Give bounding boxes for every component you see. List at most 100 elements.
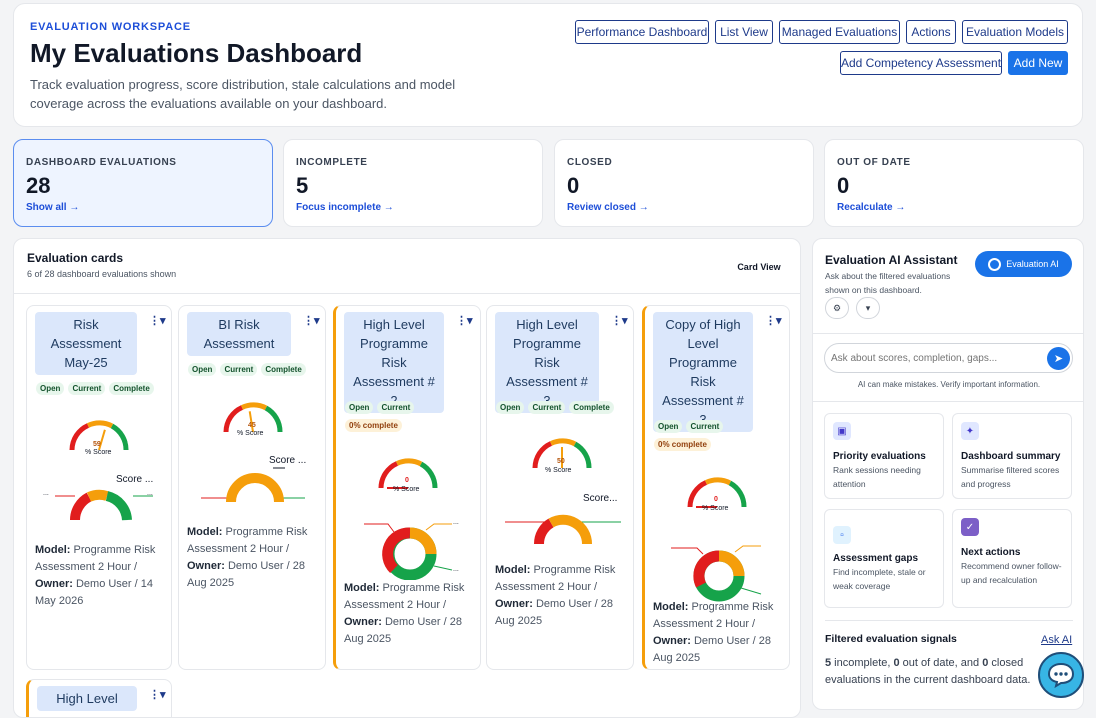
status-badge: Open	[345, 401, 373, 414]
score-value: 0	[714, 496, 718, 503]
panel-subtitle: 6 of 28 dashboard evaluations shown	[27, 269, 176, 279]
card-menu-icon[interactable]: ⋮▾	[149, 314, 166, 327]
priority-evaluations-tile[interactable]: ▣ Priority evaluations Rank sessions nee…	[824, 413, 944, 499]
card-menu-icon[interactable]: ⋮▾	[456, 314, 473, 327]
status-badge: Complete	[261, 363, 305, 376]
focus-incomplete-link[interactable]: Focus incomplete →	[296, 202, 394, 213]
completion-badge: 0% complete	[654, 438, 711, 451]
status-badge: Current	[686, 420, 723, 433]
score-value: 59	[93, 441, 101, 448]
ai-question-input[interactable]	[824, 343, 1073, 373]
evaluation-cards-panel: Evaluation cards 6 of 28 dashboard evalu…	[13, 238, 801, 718]
score-donut	[197, 464, 309, 504]
evaluation-card[interactable]: High Level Programme Risk Assessment # 3…	[486, 305, 634, 670]
tile-description: Find incomplete, stale or weak coverage	[833, 566, 941, 593]
status-badge: Open	[36, 382, 64, 395]
completion-badge: 0% complete	[345, 419, 402, 432]
score-donut	[657, 542, 781, 604]
card-menu-icon[interactable]: ⋮▾	[765, 314, 782, 327]
card-title[interactable]: High Level	[37, 686, 137, 711]
page-title: My Evaluations Dashboard	[30, 38, 362, 69]
assessment-gaps-tile[interactable]: ▫ Assessment gaps Find incomplete, stale…	[824, 509, 944, 608]
tile-description: Rank sessions needing attention	[833, 464, 941, 491]
status-badge: Open	[188, 363, 216, 376]
actions-button[interactable]: Actions	[906, 20, 956, 44]
score-donut	[503, 502, 623, 546]
card-progress-badges: 0% complete	[654, 438, 711, 451]
ai-subtitle: Ask about the filtered evaluations shown…	[825, 269, 975, 297]
add-competency-button[interactable]: Add Competency Assessment	[840, 51, 1002, 75]
divider	[825, 620, 1073, 621]
card-title[interactable]: High Level Programme Risk Assessment # 2	[344, 312, 444, 413]
square-icon: ▫	[833, 526, 851, 544]
dashboard-summary-tile[interactable]: ✦ Dashboard summary Summarise filtered s…	[952, 413, 1072, 499]
stat-dashboard-evaluations[interactable]: DASHBOARD EVALUATIONS 28 Show all →	[13, 139, 273, 227]
card-badges: Open Current Complete	[36, 382, 154, 395]
eyebrow: EVALUATION WORKSPACE	[30, 21, 191, 33]
stat-label: DASHBOARD EVALUATIONS	[26, 157, 177, 168]
tile-title: Assessment gaps	[833, 553, 918, 564]
show-all-link[interactable]: Show all →	[26, 202, 79, 213]
status-badge: Open	[496, 401, 524, 414]
card-title[interactable]: High Level Programme Risk Assessment # 3	[495, 312, 599, 413]
card-menu-icon[interactable]: ⋮▾	[149, 688, 166, 701]
managed-evaluations-button[interactable]: Managed Evaluations	[779, 20, 900, 44]
stat-label: CLOSED	[567, 157, 612, 168]
card-badges: Open Current	[345, 401, 414, 414]
ask-ai-link[interactable]: Ask AI	[1041, 634, 1072, 646]
stat-label: INCOMPLETE	[296, 157, 368, 168]
status-badge: Complete	[109, 382, 153, 395]
stat-incomplete[interactable]: INCOMPLETE 5 Focus incomplete →	[283, 139, 543, 227]
stat-out-of-date[interactable]: OUT OF DATE 0 Recalculate →	[824, 139, 1084, 227]
card-menu-icon[interactable]: ⋮▾	[303, 314, 320, 327]
evaluation-card[interactable]: Copy of High Level Programme Risk Assess…	[642, 305, 790, 670]
card-title[interactable]: Copy of High Level Programme Risk Assess…	[653, 312, 753, 432]
send-icon[interactable]: ➤	[1047, 347, 1070, 370]
evaluation-card[interactable]: High Level Programme Risk Assessment # 2…	[333, 305, 481, 670]
evaluation-card[interactable]: BI Risk Assessment ⋮▾ Open Current Compl…	[178, 305, 326, 670]
stat-closed[interactable]: CLOSED 0 Review closed →	[554, 139, 814, 227]
performance-dashboard-button[interactable]: Performance Dashboard	[575, 20, 709, 44]
card-meta: Model: Programme Risk Assessment 2 Hour …	[344, 580, 478, 648]
panel-title: Evaluation cards	[27, 251, 123, 265]
score-value: 45	[248, 422, 256, 429]
card-badges: Open Current Complete	[188, 363, 306, 376]
evaluation-models-button[interactable]: Evaluation Models	[962, 20, 1068, 44]
sparkle-icon: ✦	[961, 422, 979, 440]
evaluation-card[interactable]: High Level ⋮▾	[26, 679, 172, 718]
tile-title: Next actions	[961, 547, 1020, 558]
status-badge: Current	[68, 382, 105, 395]
ai-title: Evaluation AI Assistant	[825, 253, 957, 267]
card-title[interactable]: BI Risk Assessment	[187, 312, 291, 356]
donut-ellipsis: ...	[453, 519, 459, 526]
list-view-button[interactable]: List View	[715, 20, 773, 44]
score-label: % Score	[393, 486, 419, 493]
recalculate-link[interactable]: Recalculate →	[837, 202, 905, 213]
score-donut	[45, 476, 157, 524]
settings-icon[interactable]: ⚙	[825, 297, 849, 319]
card-meta: Model: Programme Risk Assessment 2 Hour …	[653, 599, 787, 667]
score-label: % Score	[237, 430, 263, 437]
card-title[interactable]: Risk Assessment May-25	[35, 312, 137, 375]
evaluation-card[interactable]: Risk Assessment May-25 ⋮▾ Open Current C…	[26, 305, 172, 670]
donut-ellipsis: ...	[453, 566, 459, 573]
next-actions-tile[interactable]: ✓ Next actions Recommend owner follow-up…	[952, 509, 1072, 608]
chevron-down-icon[interactable]: ▾	[856, 297, 880, 319]
page-subtitle: Track evaluation progress, score distrib…	[30, 75, 470, 113]
score-value: 0	[405, 477, 409, 484]
card-meta: Model: Programme Risk Assessment 2 Hour …	[35, 542, 167, 610]
add-new-button[interactable]: Add New	[1008, 51, 1068, 75]
evaluation-ai-button[interactable]: Evaluation AI	[975, 251, 1072, 277]
card-menu-icon[interactable]: ⋮▾	[611, 314, 628, 327]
chat-launcher-icon[interactable]	[1038, 652, 1084, 698]
target-icon: ▣	[833, 422, 851, 440]
ai-disclaimer: AI can make mistakes. Verify important i…	[813, 380, 1084, 389]
stat-value: 5	[296, 173, 308, 199]
card-view-toggle[interactable]: Card View	[731, 258, 787, 276]
status-badge: Open	[654, 420, 682, 433]
status-badge: Current	[377, 401, 414, 414]
tile-title: Dashboard summary	[961, 451, 1060, 462]
divider	[14, 293, 801, 294]
review-closed-link[interactable]: Review closed →	[567, 202, 649, 213]
stat-value: 28	[26, 173, 50, 199]
